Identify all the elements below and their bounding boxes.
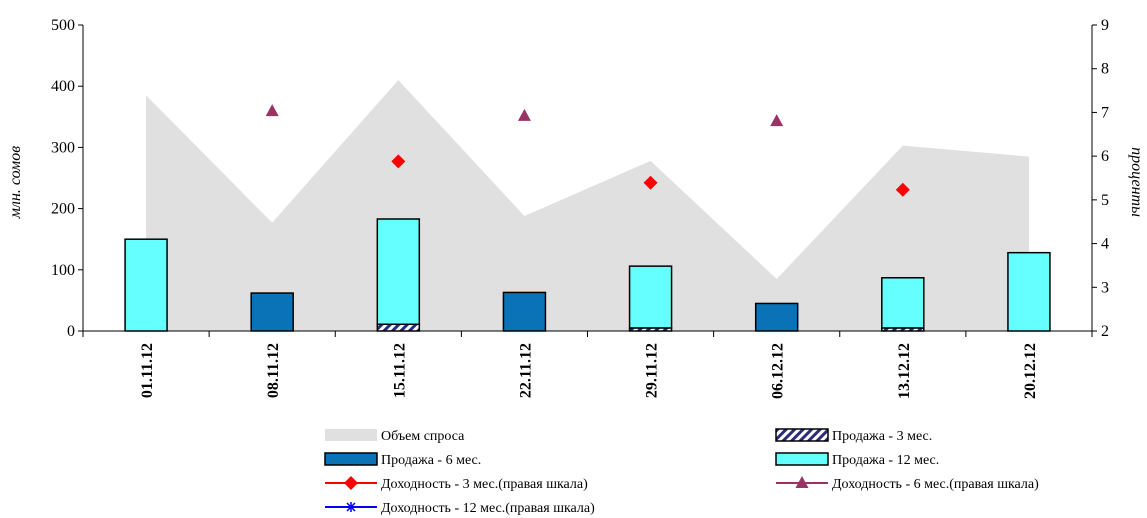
legend-label: Продажа - 12 мес.	[832, 453, 939, 468]
legend-label: Объем спроса	[381, 429, 465, 444]
y2-tick-label: 3	[1101, 279, 1109, 296]
bar-продажа---12-мес.-01.11.12	[124, 238, 168, 332]
legend-item: Доходность - 12 мес.(правая шкала)	[325, 501, 595, 516]
y2-tick-label: 6	[1101, 148, 1109, 165]
legend-item: Доходность - 3 мес.(правая шкала)	[325, 476, 588, 492]
x-tick-label: 29.11.12	[644, 343, 661, 398]
y2-tick-label: 4	[1101, 236, 1109, 253]
y-axis-title: млн. сомов	[7, 146, 24, 219]
bar-продажа---3-мес.-15.11.12	[376, 323, 421, 332]
legend-swatch	[324, 452, 378, 466]
legend-item: Доходность - 6 мес.(правая шкала)	[776, 476, 1039, 492]
legend: Объем спроса Продажа - 3 мес. Продажа - 6 …	[324, 428, 1039, 516]
bar-продажа---12-мес.-13.12.12	[881, 277, 925, 329]
marker-diamond-13.12.12	[895, 182, 910, 197]
y-tick-label: 100	[51, 262, 75, 279]
legend-label: Продажа - 6 мес.	[381, 453, 481, 468]
y2-tick-label: 7	[1101, 104, 1109, 121]
y2-tick-label: 9	[1101, 17, 1109, 34]
legend-item: Продажа - 3 мес.	[775, 428, 932, 444]
bar-продажа---6-мес.-08.11.12	[250, 292, 294, 332]
y-tick-label: 0	[67, 323, 75, 340]
y-tick-label: 400	[51, 78, 75, 95]
legend-label: Доходность - 3 мес.(правая шкала)	[381, 477, 588, 492]
marker-diamond-15.11.12	[391, 154, 406, 169]
bar-продажа---12-мес.-20.12.12	[1007, 251, 1051, 332]
y2-tick-label: 8	[1101, 61, 1109, 78]
x-tick-label: 06.12.12	[770, 343, 787, 399]
marker-triangle-22.11.12	[517, 108, 531, 121]
y2-tick-label: 2	[1101, 323, 1109, 340]
legend-marker-diamond	[344, 476, 358, 490]
x-tick-label: 13.12.12	[896, 343, 913, 399]
marker-diamond-29.11.12	[643, 175, 658, 190]
x-tick-label: 22.11.12	[517, 343, 534, 398]
y2-axis-title: проценты	[1128, 147, 1145, 217]
legend-swatch	[775, 428, 829, 442]
x-tick-label: 01.11.12	[139, 343, 156, 398]
legend-swatch	[775, 452, 829, 466]
y-tick-label: 300	[51, 139, 75, 156]
legend-item: Продажа - 6 мес.	[324, 452, 481, 468]
legend-label: Продажа - 3 мес.	[832, 429, 932, 444]
marker-triangle-08.11.12	[265, 104, 279, 117]
bar-продажа---12-мес.-15.11.12	[376, 218, 421, 326]
legend-swatch	[325, 429, 377, 441]
x-tick-label: 08.11.12	[265, 343, 282, 398]
legend-marker-triangle	[795, 476, 809, 488]
legend-label: Доходность - 12 мес.(правая шкала)	[381, 501, 595, 516]
y2-tick-label: 5	[1101, 192, 1109, 209]
bar-продажа---6-мес.-06.12.12	[754, 302, 799, 332]
legend-item: Продажа - 12 мес.	[775, 452, 939, 468]
y-tick-label: 500	[51, 17, 75, 34]
legend-label: Доходность - 6 мес.(правая шкала)	[832, 477, 1039, 492]
bar-продажа---6-мес.-22.11.12	[502, 291, 547, 332]
bar-продажа---12-мес.-29.11.12	[628, 265, 673, 329]
x-tick-label: 15.11.12	[391, 343, 408, 398]
marker-triangle-06.12.12	[770, 114, 784, 127]
legend-marker-star	[346, 502, 356, 512]
x-tick-label: 20.12.12	[1022, 343, 1039, 399]
legend-item: Объем спроса	[325, 429, 465, 444]
y-tick-label: 200	[51, 201, 75, 218]
demand-area	[146, 80, 1029, 331]
